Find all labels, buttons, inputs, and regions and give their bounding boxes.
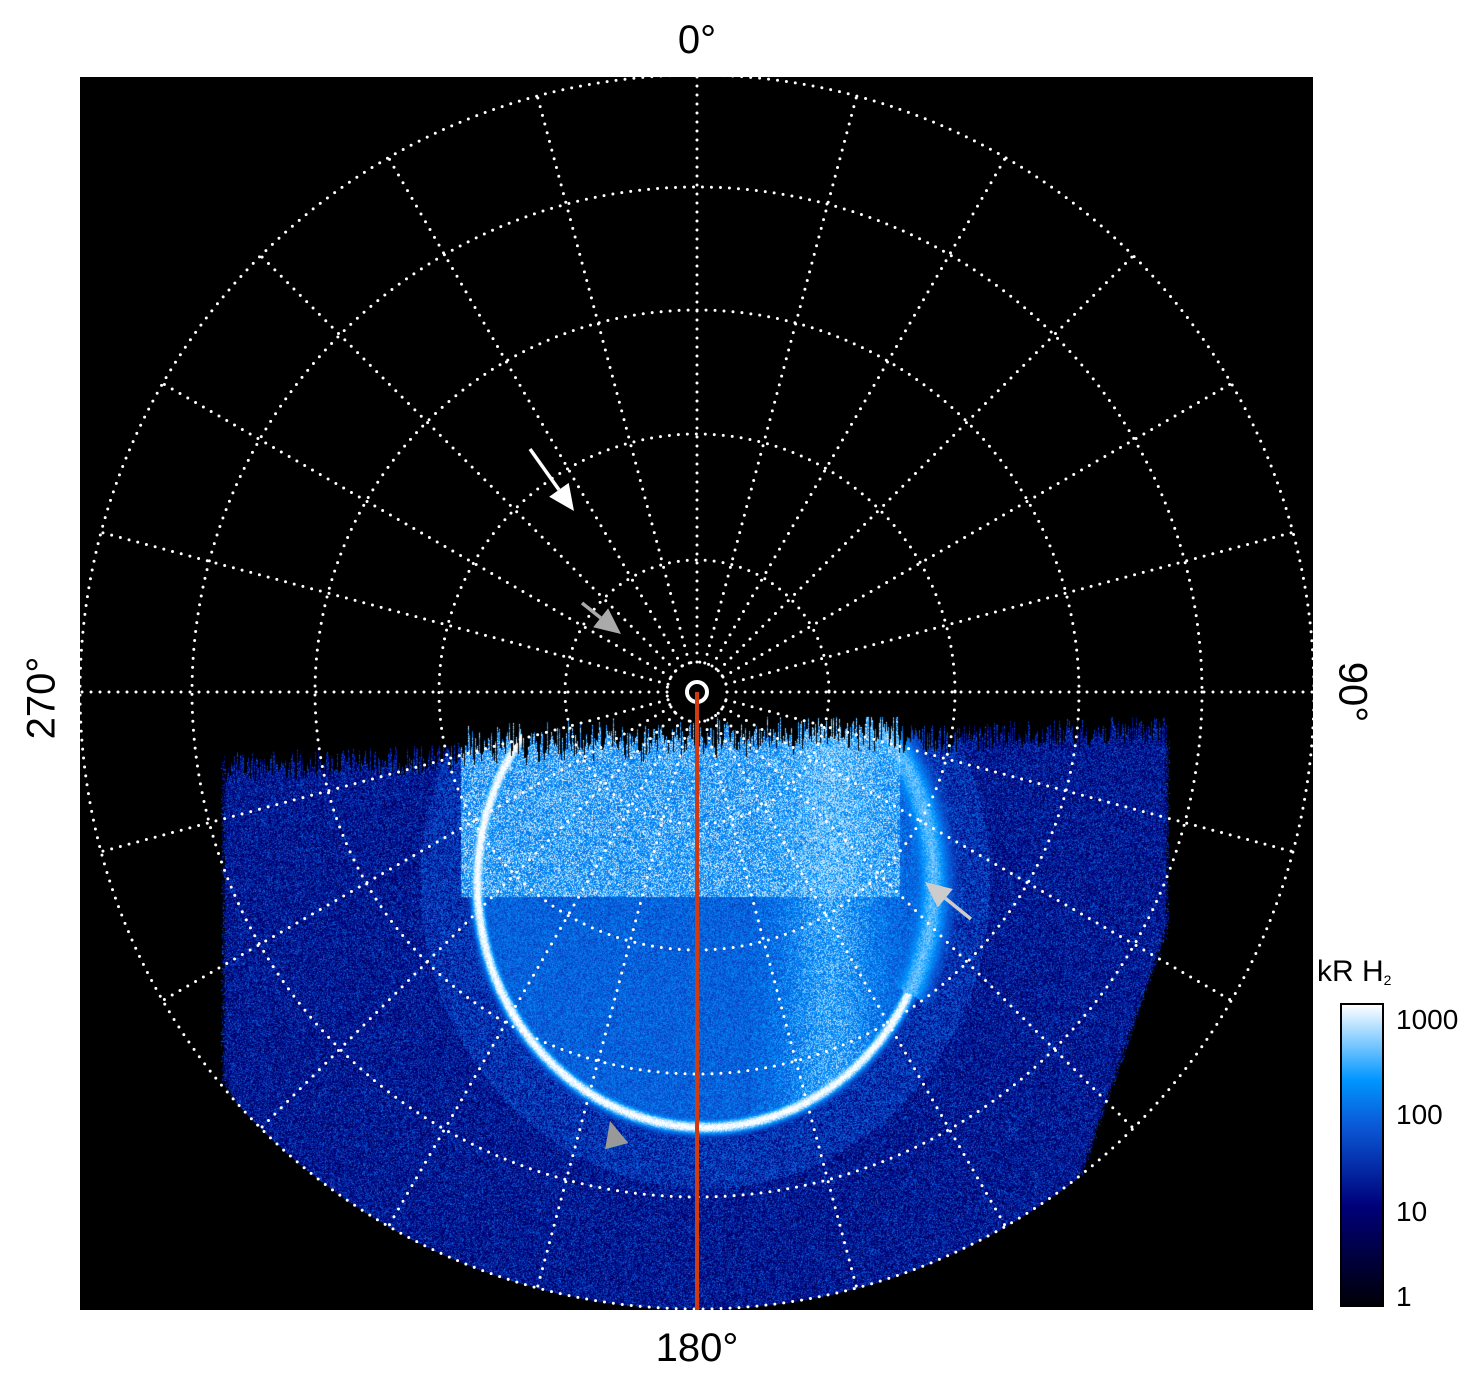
polar-grid [80,77,1313,1310]
meridian-line [724,530,1295,686]
meridian-line [161,382,673,679]
label-0-deg: 0° [677,18,717,62]
colorbar-title-text: kR H [1317,955,1384,988]
meridian-line [161,705,673,1002]
meridian-line [710,716,1007,1228]
colorbar-tick-10: 10 [1396,1196,1428,1227]
colorbar-tick-1000: 1000 [1396,1004,1459,1035]
colorbar-tick-1: 1 [1396,1281,1412,1312]
meridian-line [721,382,1233,679]
white-arrow-shaft [528,447,561,491]
meridian-line [716,711,1135,1130]
meridian-line [535,94,691,665]
gray-arrow-upper-shaft [580,601,602,620]
colorbar [1340,1003,1384,1307]
colorbar-title: kR H2 [1317,955,1391,989]
gray-arrow-right-shaft [944,896,973,921]
meridian-line [387,716,684,1228]
colorbar-tick-100: 100 [1396,1099,1443,1130]
white-arrow-icon [549,482,574,511]
meridian-line [259,711,678,1130]
colorbar-title-subscript: 2 [1383,972,1392,988]
gray-arrow-lower-icon [605,1121,629,1150]
meridian-line [724,698,1295,854]
meridian-line [99,698,670,854]
meridian-line [721,705,1233,1002]
gray-arrow-upper-icon [593,608,621,634]
meridian-line [703,719,859,1290]
gray-arrow-right-icon [925,882,953,908]
meridian-line [716,254,1135,673]
label-180-deg: 180° [655,1326,739,1370]
meridian-line [710,156,1007,668]
meridian-line [387,156,684,668]
meridian-line [259,254,678,673]
meridian-line [703,94,859,665]
label-90-deg: 90° [1330,661,1375,723]
polar-projection-map [80,77,1313,1310]
meridian-line [535,719,691,1290]
label-270-deg: 270° [19,656,64,740]
meridian-line [99,530,670,686]
